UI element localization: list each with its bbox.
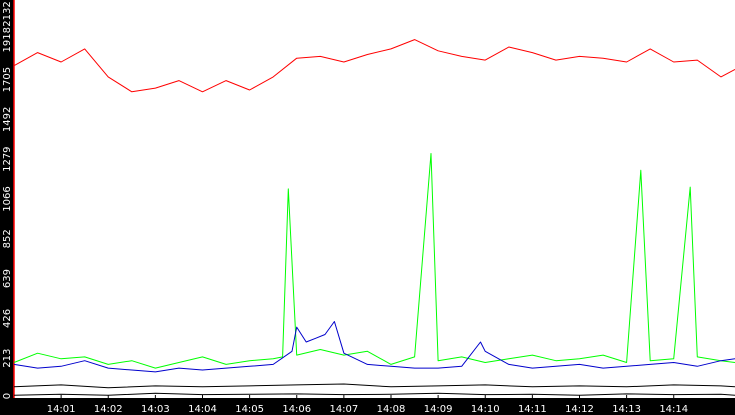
y-tick-label: 639: [2, 269, 13, 288]
y-tick-label: 2132: [2, 1, 13, 26]
x-tick-label: 14:14: [659, 404, 688, 415]
y-tick-label: 1918: [2, 27, 13, 52]
y-tick-label: 1279: [2, 146, 13, 171]
y-tick-label: 213: [2, 349, 13, 368]
x-tick-label: 14:05: [235, 404, 264, 415]
y-tick-label: 1705: [2, 67, 13, 92]
series-line-3: [13, 321, 735, 373]
x-tick-label: 14:09: [424, 404, 453, 415]
series-line-1: [13, 39, 735, 93]
plot-area: [14, 0, 735, 398]
x-tick-label: 14:02: [94, 404, 123, 415]
x-tick-label: 14:12: [565, 404, 594, 415]
series-line-4: [13, 383, 735, 389]
x-tick-label: 14:07: [329, 404, 358, 415]
y-tick-label: 1066: [2, 186, 13, 211]
x-tick-label: 14:03: [141, 404, 170, 415]
x-tick-label: 14:06: [282, 404, 311, 415]
x-tick-label: 14:04: [188, 404, 217, 415]
x-tick-label: 14:08: [377, 404, 406, 415]
x-tick-label: 14:13: [612, 404, 641, 415]
y-tick-label: 852: [2, 229, 13, 248]
x-tick-label: 14:10: [471, 404, 500, 415]
series-line-2: [13, 153, 735, 369]
y-tick-label: 0: [2, 393, 13, 399]
y-tick-label: 1492: [2, 107, 13, 132]
x-tick-label: 14:11: [518, 404, 547, 415]
y-tick-label: 426: [2, 309, 13, 328]
x-tick-label: 14:01: [47, 404, 76, 415]
series-line-5: [13, 392, 735, 396]
